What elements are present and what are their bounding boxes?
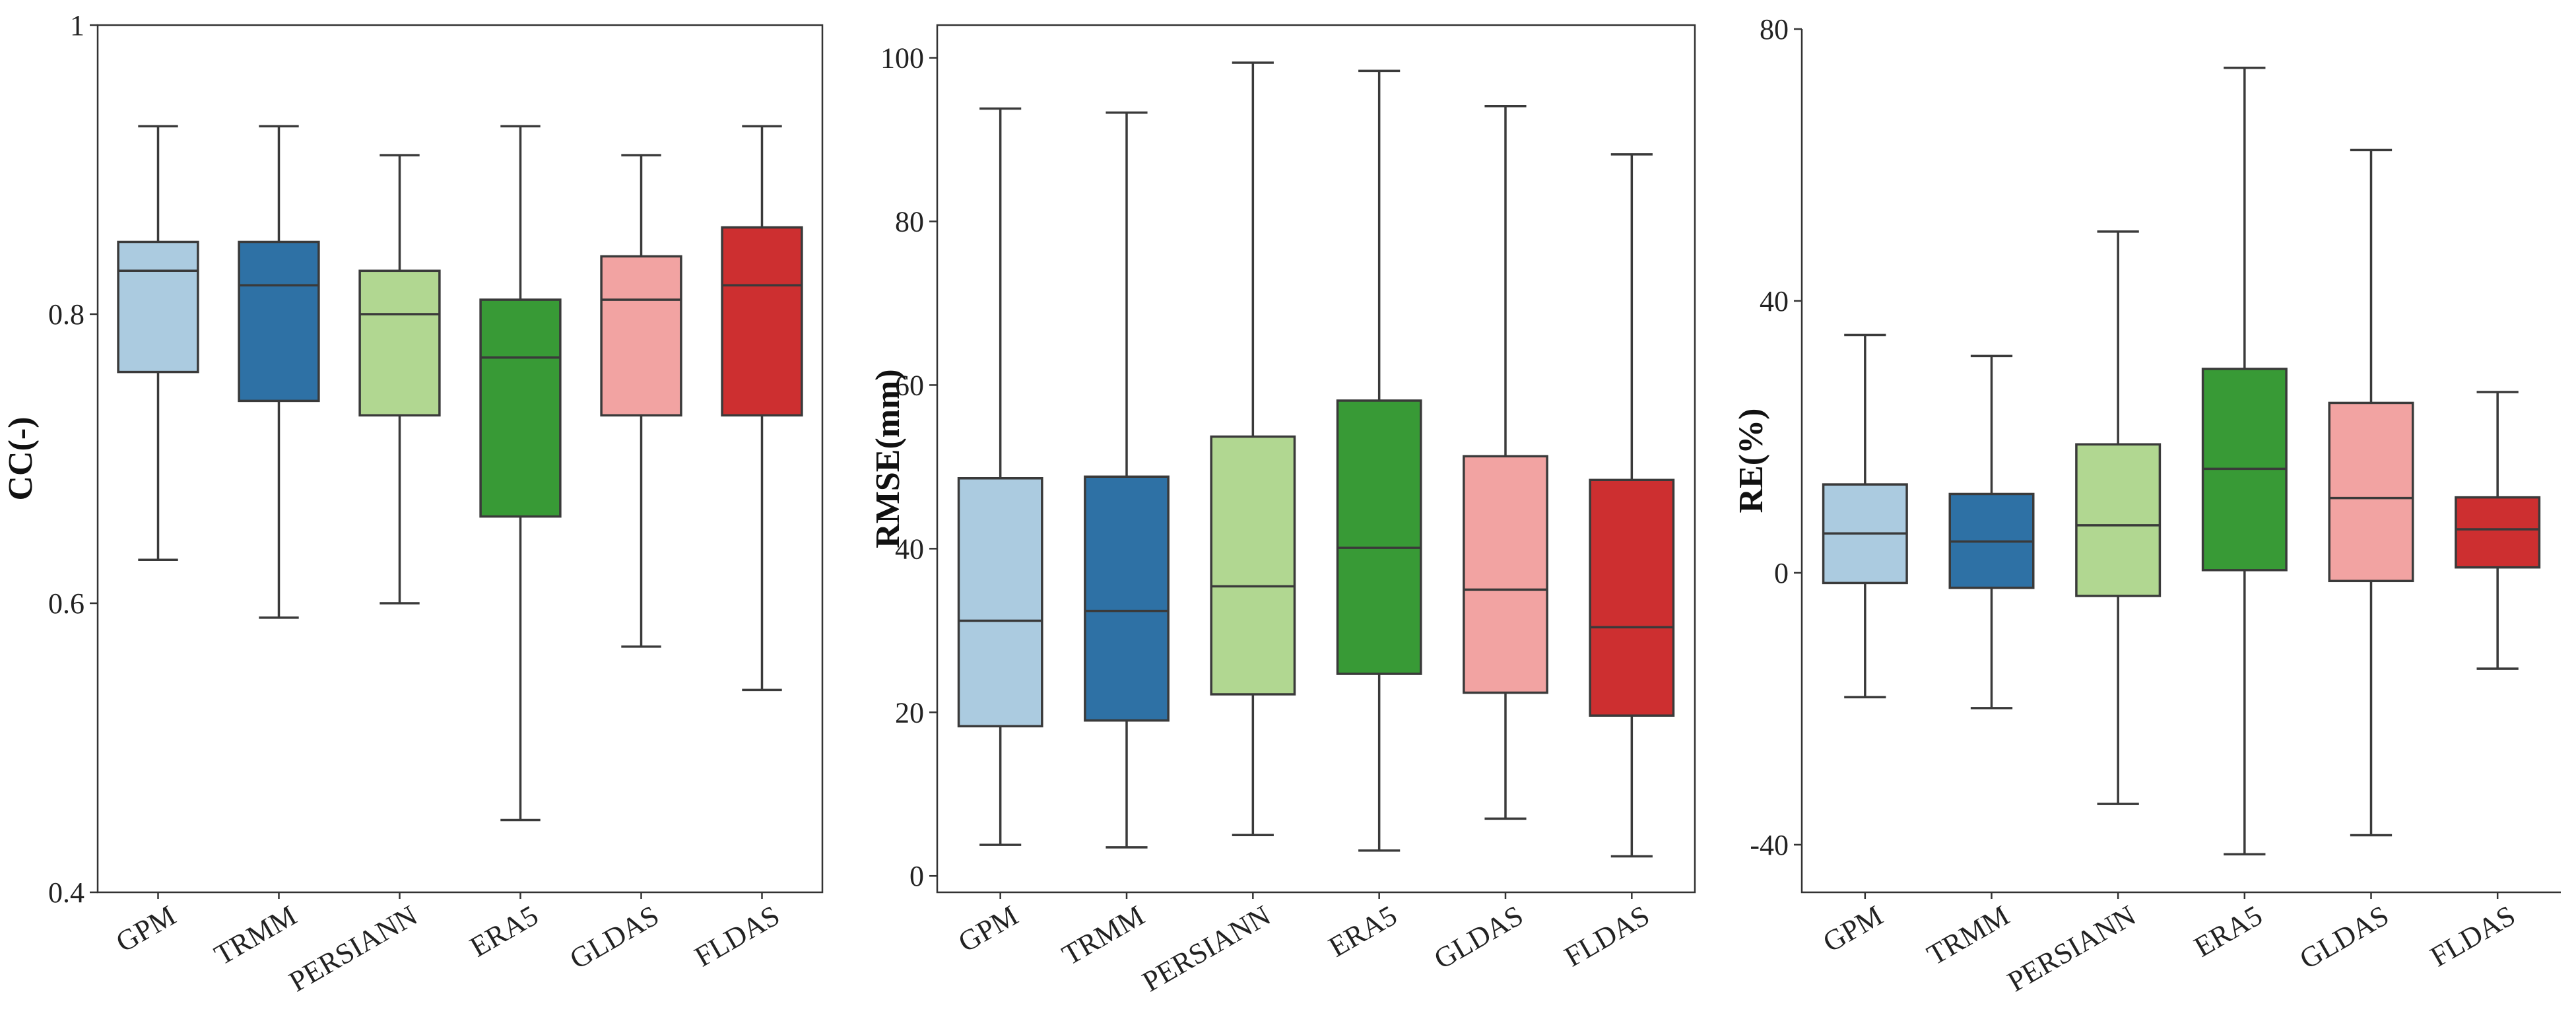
x-tick-label: TRMM xyxy=(1057,899,1150,972)
x-tick-label: FLDAS xyxy=(2425,899,2521,973)
box-gldas xyxy=(2328,148,2414,837)
y-tick-label: 0.6 xyxy=(48,587,84,620)
box-fldas xyxy=(1589,153,1675,858)
box-gpm xyxy=(957,107,1043,846)
box-era5 xyxy=(1336,69,1422,852)
box-body xyxy=(600,255,682,417)
box-persiann xyxy=(358,154,441,605)
box-body xyxy=(1336,399,1422,675)
box-persiann xyxy=(2075,230,2162,805)
y-tick-label: 0 xyxy=(909,860,924,892)
x-tick-label: GLDAS xyxy=(1428,899,1529,975)
box-fldas xyxy=(2455,391,2541,670)
box-body xyxy=(1084,475,1170,722)
box-body xyxy=(721,226,803,417)
box-persiann xyxy=(1210,61,1296,836)
x-tick-label: TRMM xyxy=(209,899,302,972)
y-tick-label: 80 xyxy=(1760,13,1789,46)
y-tick-label: 40 xyxy=(1760,285,1789,317)
x-tick-label: PERSIANN xyxy=(2002,899,2141,998)
box-body xyxy=(238,240,320,403)
plot-axes xyxy=(1800,29,2561,894)
box-body xyxy=(2328,401,2414,583)
box-body xyxy=(479,298,562,518)
x-tick-label: ERA5 xyxy=(1323,899,1403,963)
plot-frame xyxy=(936,24,1696,894)
x-tick-label: GLDAS xyxy=(2294,899,2394,975)
box-body xyxy=(957,477,1043,728)
y-tick-label: 40 xyxy=(895,533,924,565)
box-era5 xyxy=(2201,66,2288,856)
x-tick-label: PERSIANN xyxy=(1137,899,1276,998)
box-gldas xyxy=(600,154,682,648)
box-body xyxy=(358,269,441,417)
y-tick-label: 1 xyxy=(70,9,84,42)
y-tick-label: 20 xyxy=(895,696,924,729)
box-body xyxy=(1589,478,1675,717)
y-tick-label: -40 xyxy=(1750,829,1789,861)
box-body xyxy=(1463,455,1548,694)
y-tick-label: 80 xyxy=(895,206,924,238)
y-tick-label: 100 xyxy=(880,42,924,75)
x-tick-label: GPM xyxy=(953,899,1024,958)
box-trmm xyxy=(238,125,320,619)
y-axis-label: RMSE(mm) xyxy=(869,369,907,548)
x-tick-label: FLDAS xyxy=(689,899,785,973)
x-tick-label: GLDAS xyxy=(564,899,665,975)
y-tick-label: 0.4 xyxy=(48,876,84,909)
box-fldas xyxy=(721,125,803,692)
x-tick-label: ERA5 xyxy=(2189,899,2268,963)
box-trmm xyxy=(1084,111,1170,849)
box-body xyxy=(1210,435,1296,696)
x-tick-label: GPM xyxy=(1818,899,1888,958)
box-body xyxy=(2455,496,2541,569)
x-tick-label: PERSIANN xyxy=(284,899,423,998)
y-tick-label: 0.8 xyxy=(48,298,84,331)
x-tick-label: FLDAS xyxy=(1559,899,1655,973)
y-axis-label: CC(-) xyxy=(2,416,40,500)
y-axis-label: RE(%) xyxy=(1733,409,1770,513)
y-tick-label: 0 xyxy=(1774,557,1789,589)
box-gpm xyxy=(1822,333,1908,699)
box-gpm xyxy=(117,125,199,562)
plot-frame xyxy=(96,24,824,894)
y-tick-label: 60 xyxy=(895,369,924,401)
x-tick-label: ERA5 xyxy=(465,899,544,963)
box-era5 xyxy=(479,125,562,822)
x-tick-label: TRMM xyxy=(1922,899,2015,972)
x-tick-label: GPM xyxy=(110,899,181,958)
box-body xyxy=(117,240,199,374)
box-body xyxy=(2075,443,2162,597)
box-gldas xyxy=(1463,104,1548,820)
box-trmm xyxy=(1948,354,2035,709)
